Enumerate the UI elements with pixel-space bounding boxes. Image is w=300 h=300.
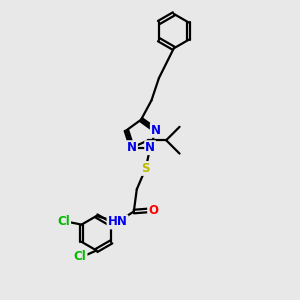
Text: Cl: Cl xyxy=(74,250,86,263)
Text: S: S xyxy=(142,162,150,175)
Text: N: N xyxy=(151,124,161,137)
Text: HN: HN xyxy=(107,215,128,228)
Text: O: O xyxy=(148,204,158,217)
Text: N: N xyxy=(127,141,137,154)
Text: Cl: Cl xyxy=(57,215,70,228)
Text: N: N xyxy=(145,141,155,154)
